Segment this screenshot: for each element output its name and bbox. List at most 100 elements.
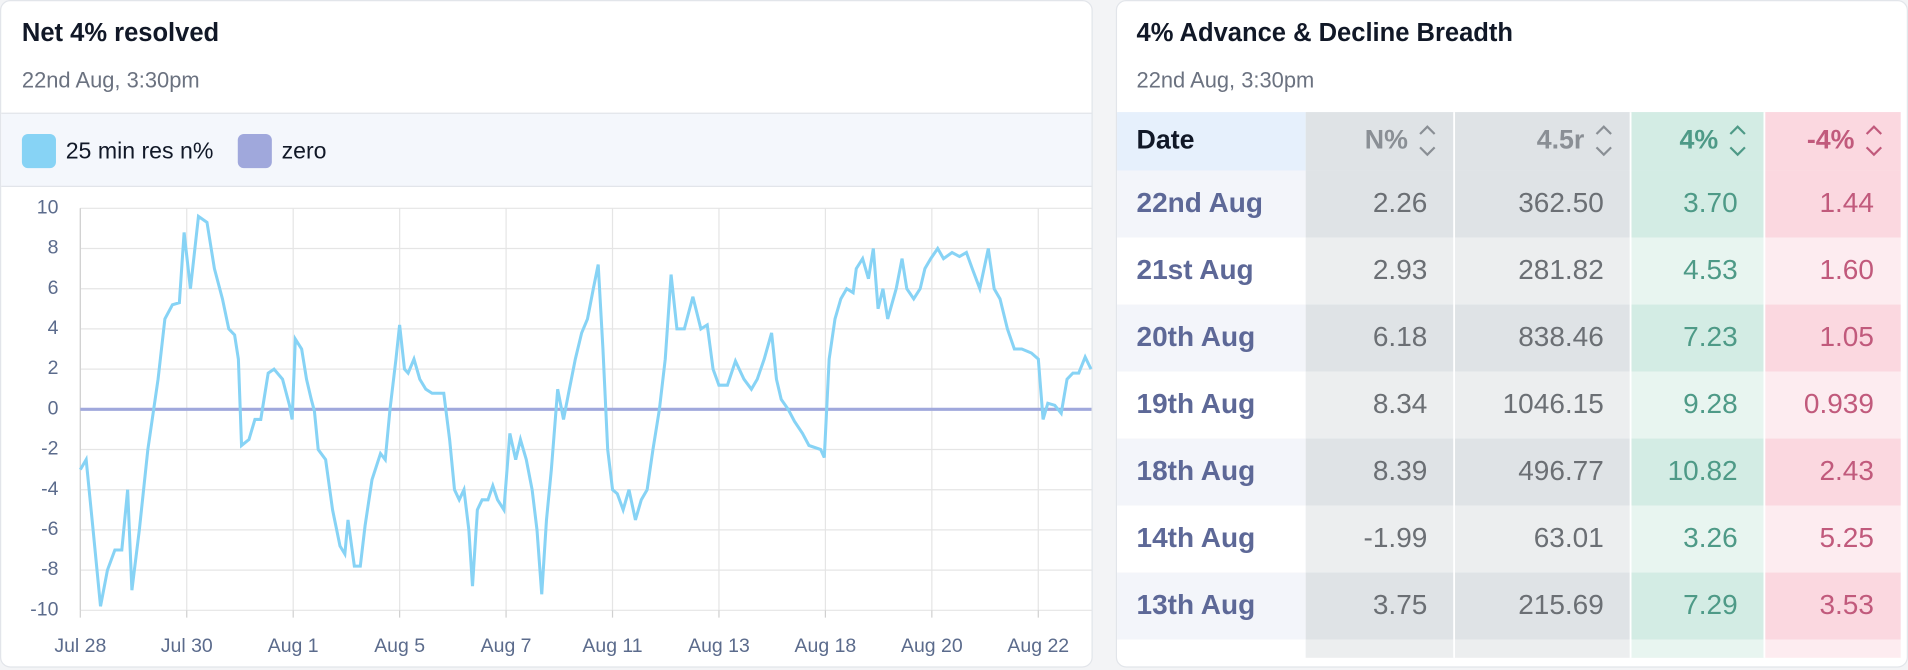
cell-value: 4.53 [1683, 254, 1737, 285]
cell-value: 3.53 [1819, 589, 1873, 620]
cell [1764, 572, 1901, 640]
cell-value: 1.60 [1819, 254, 1873, 285]
cell [1305, 438, 1455, 506]
cell-value: 3.26 [1683, 522, 1737, 553]
cell [1117, 639, 1306, 658]
sort-icon[interactable] [1595, 125, 1612, 157]
cell [1454, 438, 1631, 506]
cell [1630, 304, 1765, 372]
sort-icon[interactable] [1419, 125, 1436, 157]
legend-swatch[interactable] [21, 134, 56, 169]
cell [1117, 505, 1306, 573]
legend-label[interactable]: 25 min res n% [66, 137, 214, 163]
cell [1117, 572, 1306, 640]
cell [1454, 304, 1631, 372]
series-line [78, 213, 1093, 607]
x-tick-label: Jul 28 [54, 635, 106, 657]
cell [1117, 237, 1306, 305]
x-tick-label: Aug 1 [268, 635, 319, 657]
header-cell[interactable] [1630, 112, 1765, 171]
y-tick-label: 8 [48, 237, 59, 259]
y-tick-label: 10 [37, 196, 59, 218]
y-tick-label: -6 [41, 518, 58, 540]
row-date: 22nd Aug [1137, 187, 1263, 218]
cell-value: 838.46 [1518, 321, 1604, 352]
cell [1305, 505, 1455, 573]
cell [1117, 304, 1306, 372]
cell-value: 6.18 [1373, 321, 1427, 352]
sort-icon[interactable] [1729, 125, 1746, 157]
x-tick-label: Jul 30 [161, 635, 213, 657]
column-header[interactable]: 4.5r [1537, 124, 1585, 154]
cell [1305, 237, 1455, 305]
x-tick-label: Aug 20 [901, 635, 963, 657]
cell [1630, 639, 1765, 658]
cell-value: 7.29 [1683, 589, 1737, 620]
cell-value: 1046.15 [1503, 388, 1604, 419]
cell [1305, 639, 1455, 658]
header-cell[interactable] [1454, 112, 1631, 171]
cell [1454, 371, 1631, 439]
x-tick-label: Aug 11 [582, 635, 642, 657]
sort-icon[interactable] [1865, 125, 1883, 157]
cell [1764, 371, 1901, 439]
row-date: 14th Aug [1137, 522, 1256, 553]
y-tick-label: -10 [30, 598, 58, 620]
cell-value: 3.75 [1373, 589, 1427, 620]
legend-band [1, 113, 1092, 187]
cell [1630, 371, 1765, 439]
cell-value: 2.93 [1373, 254, 1427, 285]
cell-value: 1.05 [1819, 321, 1873, 352]
cell [1764, 170, 1901, 238]
x-tick-label: Aug 7 [481, 635, 532, 657]
cell [1454, 237, 1631, 305]
cell [1630, 170, 1765, 238]
cell [1454, 639, 1631, 658]
cell-value: 3.70 [1683, 187, 1737, 218]
cell [1305, 371, 1455, 439]
y-tick-label: 4 [48, 317, 59, 339]
cell [1454, 170, 1631, 238]
cell-value: 9.28 [1683, 388, 1737, 419]
table-subtitle: 22nd Aug, 3:30pm [1137, 67, 1315, 92]
cell [1630, 572, 1765, 640]
cell-value: -1.99 [1364, 522, 1428, 553]
y-tick-label: -4 [41, 478, 58, 500]
x-tick-label: Aug 5 [374, 635, 425, 657]
cell [1117, 170, 1306, 238]
table-title: 4% Advance & Decline Breadth [1137, 19, 1514, 47]
cell-value: 2.26 [1373, 187, 1427, 218]
column-header: Date [1137, 124, 1195, 154]
cell-value: 1.44 [1819, 187, 1873, 218]
cell-value: 63.01 [1534, 522, 1604, 553]
chart-title: Net 4% resolved [22, 19, 219, 47]
table: Date N% 4.5r 4% -4% 22nd Aug 2.26 362.50 3.70 1.4… [1117, 112, 1901, 658]
header-cell [1117, 112, 1306, 171]
row-date: 19th Aug [1137, 388, 1256, 419]
row-date: 21st Aug [1137, 254, 1254, 285]
header-cell[interactable] [1305, 112, 1455, 171]
cell [1454, 572, 1631, 640]
row-date: 13th Aug [1137, 589, 1256, 620]
legend-swatch[interactable] [237, 134, 272, 169]
chart-subtitle: 22nd Aug, 3:30pm [22, 67, 200, 92]
y-tick-label: 2 [48, 357, 59, 379]
cell-value: 281.82 [1518, 254, 1604, 285]
legend-label[interactable]: zero [282, 137, 327, 163]
cell [1630, 438, 1765, 506]
cell [1454, 505, 1631, 573]
cell-value: 5.25 [1819, 522, 1873, 553]
column-header[interactable]: -4% [1807, 124, 1855, 154]
y-tick-label: -8 [41, 558, 58, 580]
cell-value: 362.50 [1518, 187, 1604, 218]
cell-value: 8.39 [1373, 455, 1427, 486]
cell-value: 0.939 [1804, 388, 1874, 419]
cell [1117, 371, 1306, 439]
cell [1630, 505, 1765, 573]
column-header[interactable]: 4% [1680, 124, 1719, 154]
header-cell[interactable] [1764, 112, 1901, 171]
cell [1630, 237, 1765, 305]
column-header[interactable]: N% [1365, 124, 1408, 154]
